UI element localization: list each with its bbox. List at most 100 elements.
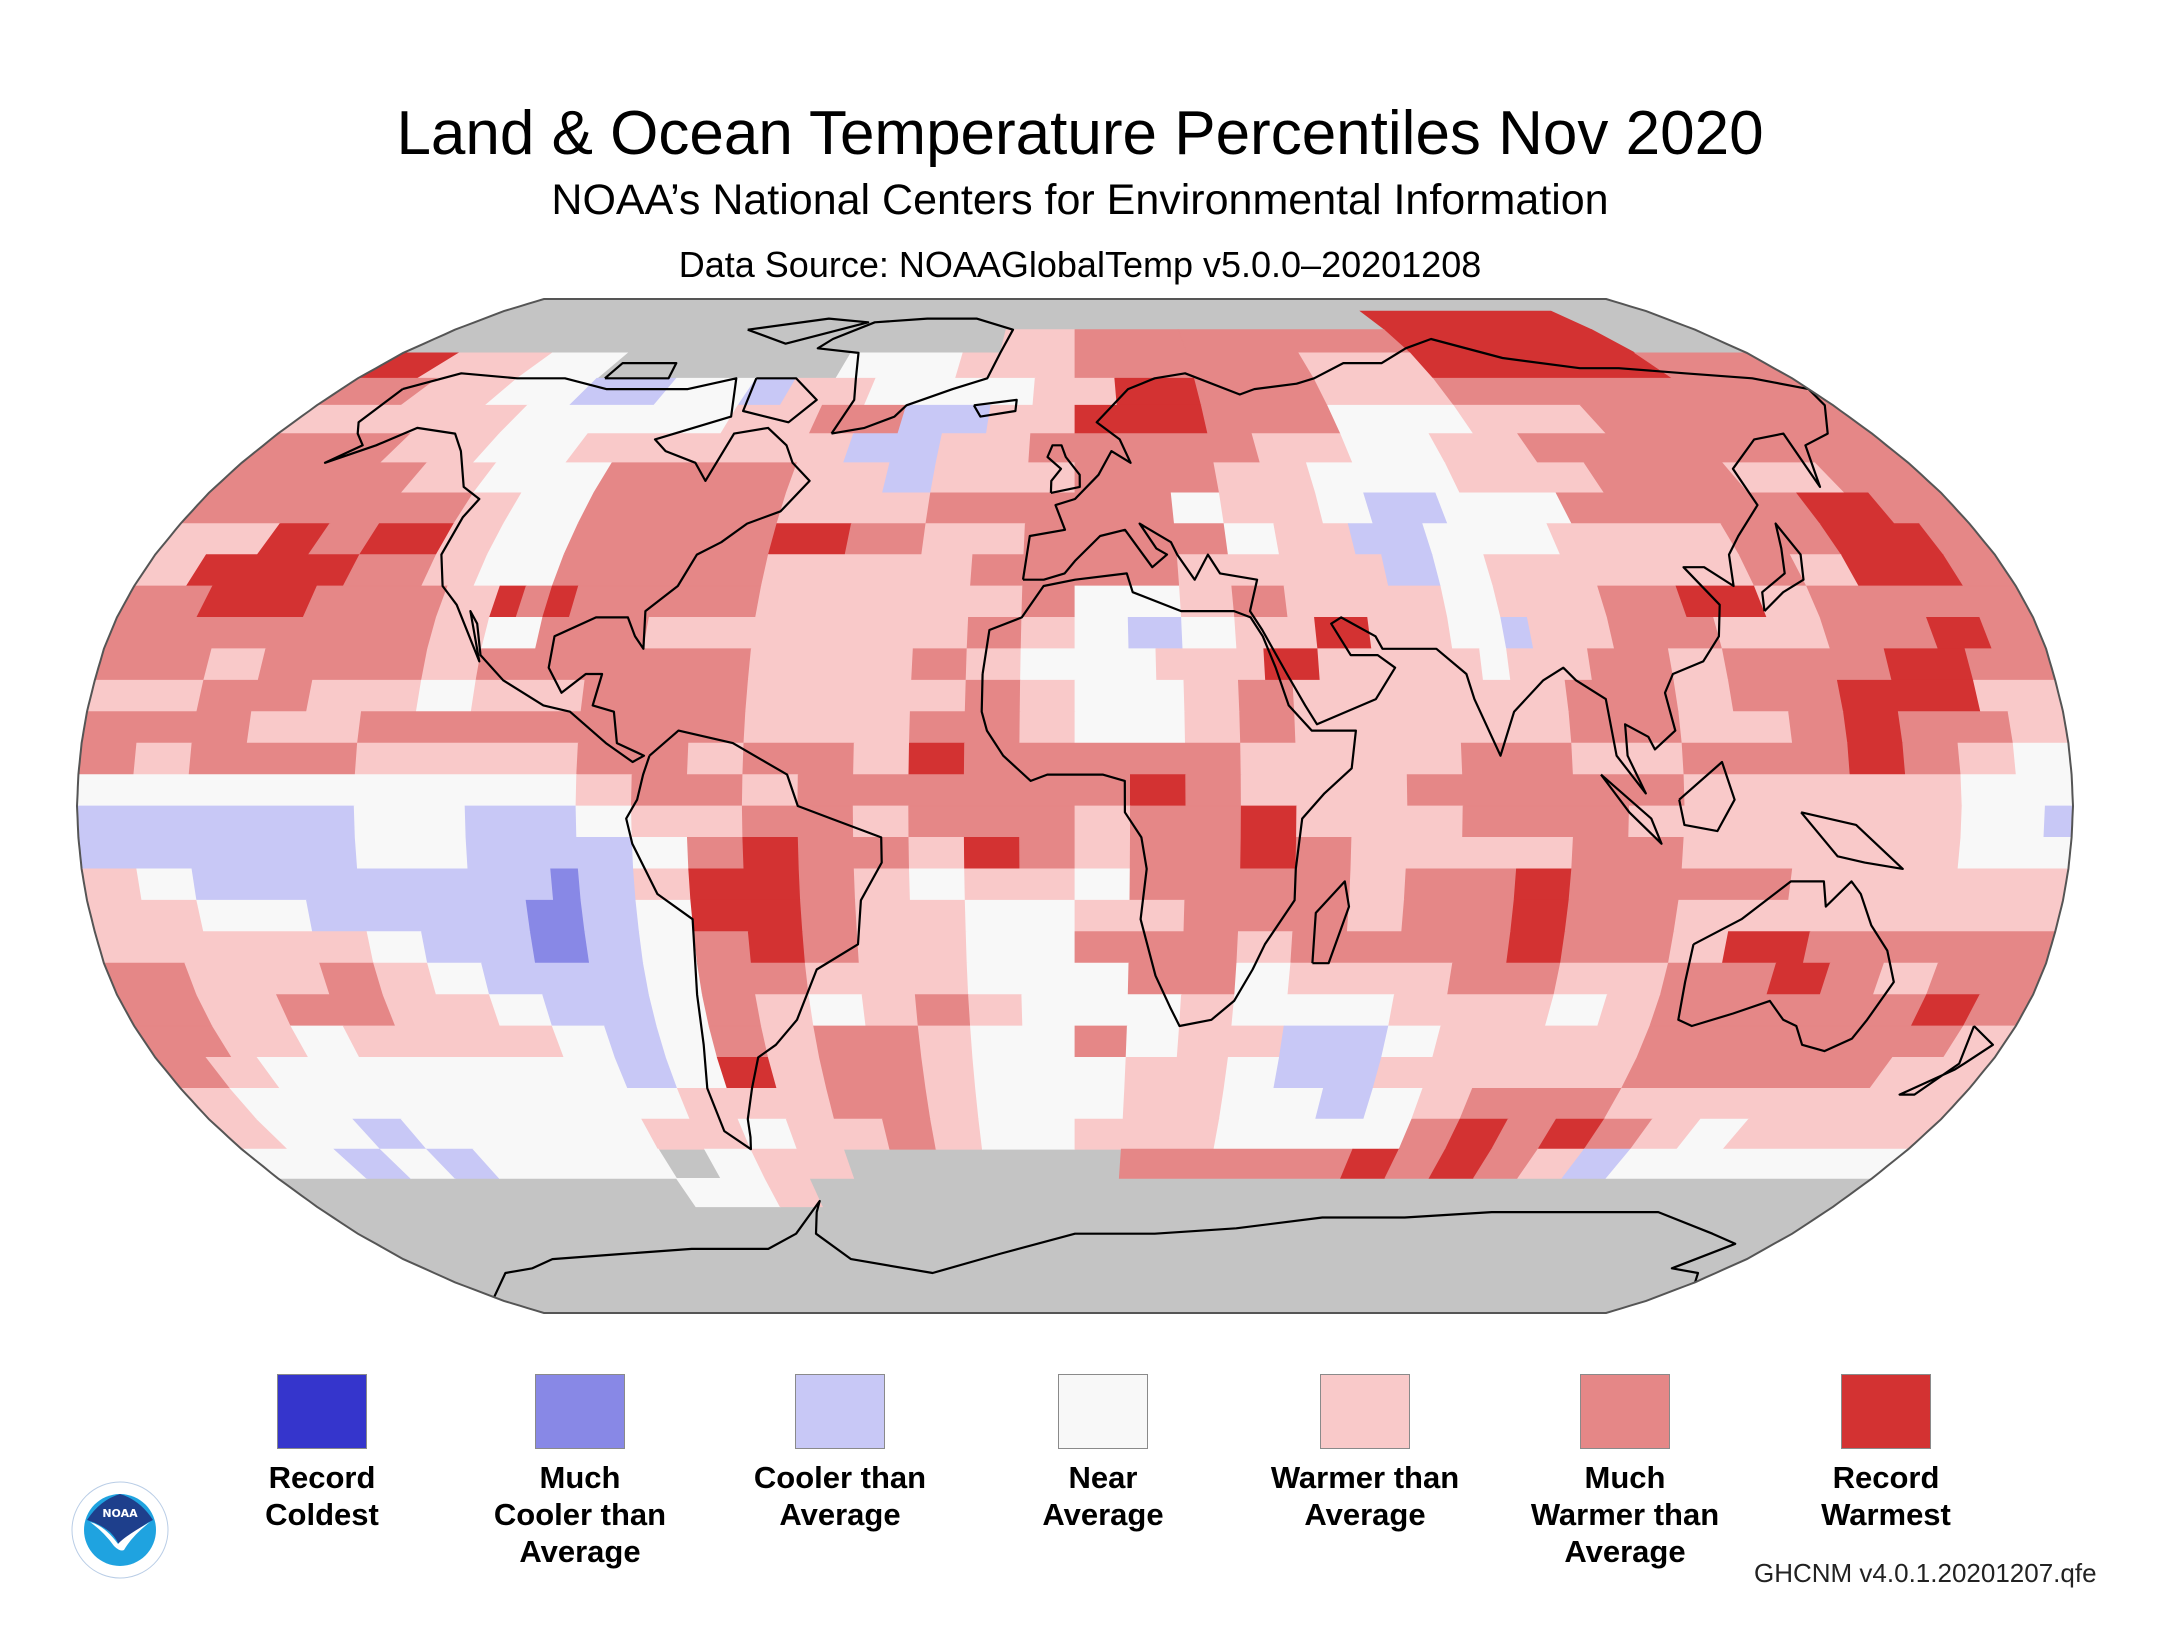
legend-label: Much Cooler than Average: [450, 1459, 710, 1570]
grid-cell: [1240, 805, 1298, 838]
grid-cell: [1847, 742, 1906, 775]
grid-cell: [1021, 994, 1182, 1027]
grid-cell: [276, 404, 529, 435]
grid-cell: [779, 377, 877, 406]
grid-cell: [1176, 1025, 1285, 1058]
grid-cell: [575, 805, 633, 838]
grid-cell: [1605, 1148, 1910, 1179]
grid-cell: [207, 462, 428, 494]
grid-cell: [1544, 994, 1608, 1027]
grid-cell: [767, 523, 852, 555]
grid-cell: [1122, 1088, 1225, 1120]
legend-item: Much Warmer than Average: [1495, 1374, 1755, 1570]
grid-cell: [975, 1088, 1126, 1120]
grid-cell: [1183, 679, 1241, 713]
grid-cell: [1381, 1025, 1442, 1058]
grid-cell: [785, 1118, 891, 1150]
grid-cell: [1819, 617, 1939, 650]
grid-cell: [488, 994, 553, 1027]
grid-cell: [964, 679, 1021, 713]
grid-cell: [1673, 679, 1735, 713]
grid-cell: [808, 994, 867, 1027]
grid-cell: [1263, 648, 1321, 681]
grid-cell: [813, 1025, 923, 1058]
grid-cell: [1317, 648, 1484, 681]
grid-cell: [688, 868, 801, 901]
grid-cell: [1435, 492, 1573, 524]
grid-cell: [1295, 837, 1353, 870]
grid-cell: [257, 648, 429, 681]
grid-cell: [854, 899, 967, 933]
legend-label: Record Warmest: [1756, 1459, 2016, 1533]
legend-swatch: [1580, 1374, 1670, 1449]
grid-cell: [954, 352, 1076, 379]
grid-cell: [1506, 931, 1566, 964]
grid-cell: [1127, 617, 1184, 650]
grid-cell: [77, 805, 356, 838]
grid-cell: [1183, 899, 1350, 933]
grid-cell: [972, 1057, 1127, 1089]
grid-cell: [1340, 433, 1447, 464]
grid-cell: [1603, 1088, 1971, 1120]
grid-cell: [1460, 742, 1574, 775]
legend-label-line: Much: [539, 1460, 621, 1495]
grid-cell: [964, 899, 1076, 933]
legend-swatch: [795, 1374, 885, 1449]
grid-cell: [842, 433, 943, 464]
grid-cell: [577, 868, 637, 901]
grid-cell: [641, 1118, 752, 1150]
grid-cell: [472, 462, 613, 494]
grid-cell: [2012, 742, 2073, 775]
grid-cell: [716, 1057, 778, 1089]
coastline-japan: [1761, 522, 1805, 612]
grid-cell: [1447, 962, 1561, 995]
grid-cell: [576, 742, 690, 775]
grid-cell: [1401, 899, 1515, 933]
coastline-victoria-island: [604, 362, 678, 380]
grid-cell: [630, 805, 744, 838]
grid-cell: [94, 648, 213, 681]
legend-item: Warmer than Average: [1235, 1374, 1495, 1533]
chart-title: Land & Ocean Temperature Percentiles Nov…: [396, 99, 1764, 168]
grid-cell: [742, 837, 800, 870]
grid-cell: [818, 1057, 927, 1089]
grid-cell: [1957, 837, 2073, 870]
grid-cell: [1440, 585, 1502, 618]
grid-cell: [908, 805, 1076, 838]
grid-cell: [921, 523, 1026, 555]
legend-item: Near Average: [973, 1374, 1233, 1533]
grid-cell: [978, 1118, 1076, 1150]
grid-cell: [1327, 404, 1475, 435]
grid-cell: [1019, 679, 1076, 713]
grid-cell: [196, 994, 292, 1027]
grid-cell: [306, 899, 531, 933]
legend-swatch: [1841, 1374, 1931, 1449]
legend-label: Near Average: [973, 1459, 1233, 1533]
grid-cell: [1546, 523, 1741, 555]
grid-cell: [103, 617, 437, 650]
grid-cell: [917, 1025, 974, 1058]
grid-cell: [1606, 617, 1723, 650]
grid-cell: [970, 1025, 1076, 1058]
grid-cell: [203, 648, 267, 681]
grid-cell: [472, 1148, 678, 1179]
grid-cell: [81, 711, 253, 744]
grid-cell: [1432, 1025, 1651, 1058]
grid-cell: [908, 711, 1021, 744]
grid-cell: [196, 679, 314, 713]
grid-cell: [1177, 329, 1412, 354]
grid-cell: [179, 492, 475, 524]
legend-label-line: Record: [1832, 1460, 1940, 1495]
grid-cell: [1114, 377, 1202, 406]
grid-cell: [1021, 585, 1076, 618]
grid-cell: [1130, 774, 1187, 807]
data-source-label: Data Source: NOAAGlobalTemp v5.0.0–20201…: [678, 244, 1482, 285]
grid-cell: [564, 433, 855, 464]
grid-cell: [577, 492, 787, 524]
grid-cell: [1315, 492, 1374, 524]
grid-cell: [1683, 774, 1963, 807]
grid-cell: [1193, 377, 1329, 406]
grid-cell: [690, 899, 804, 933]
grid-cell: [760, 1025, 820, 1058]
grid-cell: [77, 774, 578, 807]
